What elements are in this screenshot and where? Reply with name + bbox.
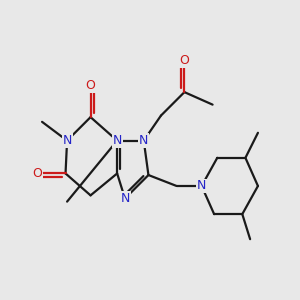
Text: N: N	[62, 134, 72, 147]
Text: N: N	[197, 179, 206, 193]
Text: O: O	[85, 80, 95, 92]
Text: O: O	[32, 167, 42, 180]
Text: O: O	[179, 54, 189, 67]
Text: N: N	[139, 134, 148, 147]
Text: N: N	[120, 192, 130, 205]
Text: N: N	[112, 134, 122, 147]
